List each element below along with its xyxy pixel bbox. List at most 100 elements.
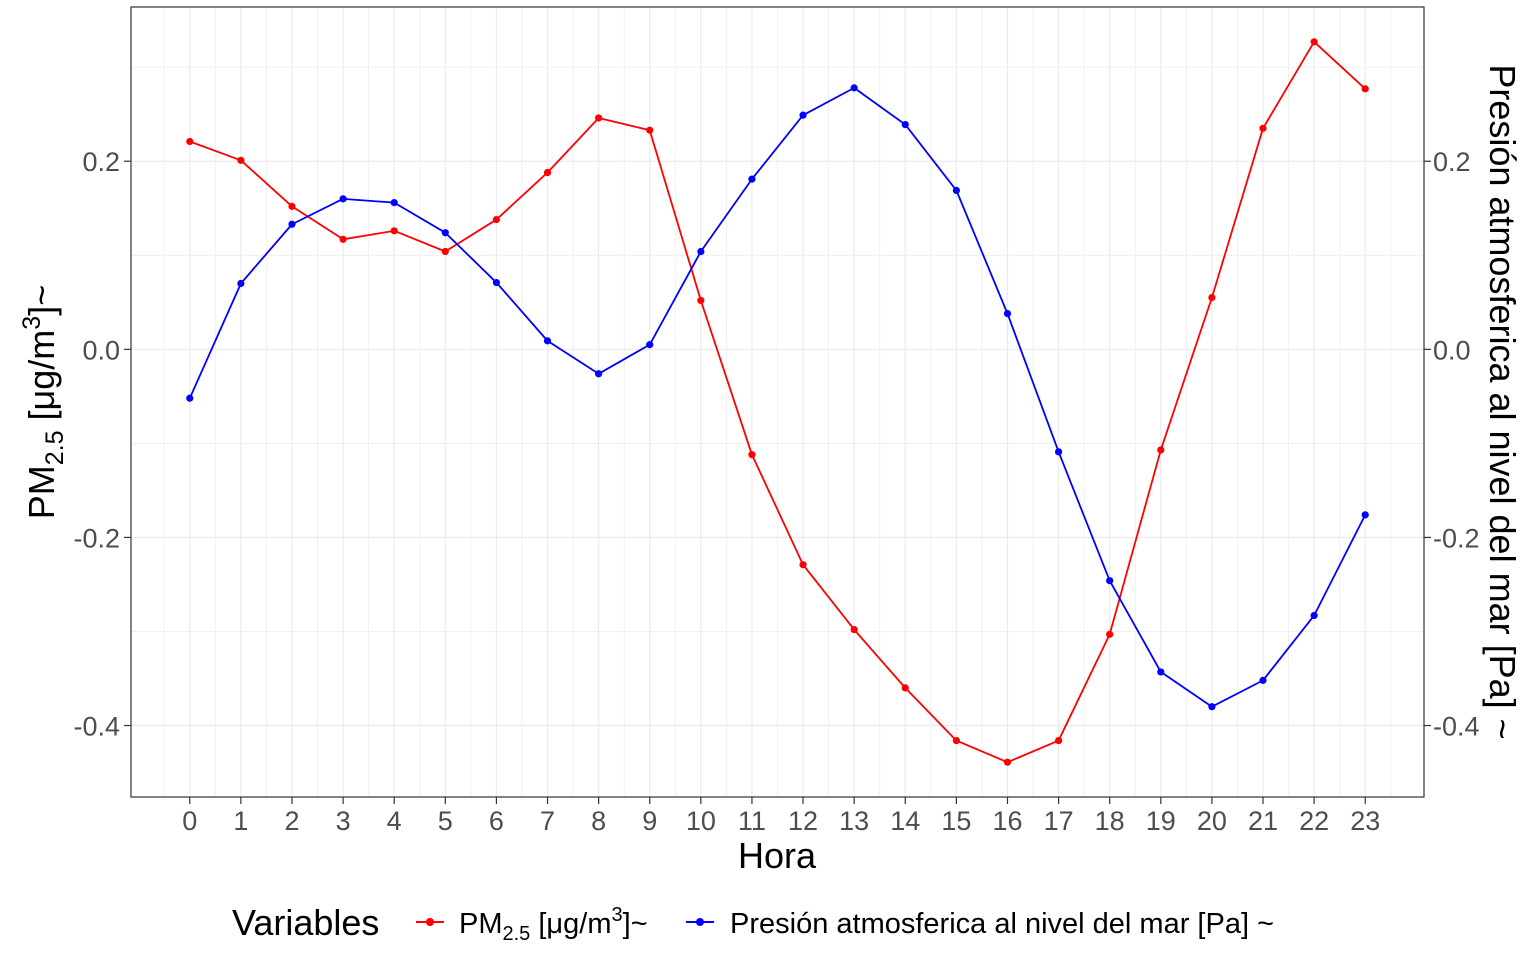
legend-item-pressure: Presión atmosferica al nivel del mar [Pa… [686,908,1274,940]
series-layer [186,38,1369,766]
legend-title: Variables [232,902,379,943]
data-point-pressure [543,337,552,345]
data-point-pressure [850,84,858,92]
y-axis-title-sub: 2.5 [41,430,69,465]
y2-axis-title: Presión atmosferica al nivel del mar [Pa… [1482,64,1523,739]
data-point-pressure [1054,448,1063,456]
y-axis-title-end: ]~ [21,285,62,316]
grid-minor [131,7,1424,797]
data-point-pm25 [1054,736,1063,745]
y-tick-label: 0.0 [82,335,120,365]
x-tick-label: 15 [941,806,971,836]
data-point-pm25 [339,235,347,243]
data-point-pm25 [1106,630,1114,638]
data-point-pm25 [850,625,858,634]
plot-border [130,6,1425,798]
grid-major [131,7,1424,797]
data-point-pressure [646,341,654,349]
x-tick-label: 7 [540,806,555,836]
data-point-pm25 [595,114,603,122]
data-point-pressure [1208,703,1216,711]
data-point-pressure [339,195,347,203]
data-point-pm25 [492,215,501,224]
x-tick-label: 1 [233,806,248,836]
data-point-pressure [748,175,756,183]
data-point-pm25 [1157,446,1165,454]
data-point-pm25 [697,296,705,305]
data-point-pm25 [441,247,449,256]
data-point-pressure [288,220,296,228]
data-point-pressure [1157,668,1165,676]
x-tick-label: 0 [182,806,197,836]
data-point-pressure [697,247,705,256]
data-point-pm25 [1361,85,1369,93]
data-point-pressure [186,394,194,402]
series-line-pressure [188,86,1367,708]
data-point-pm25 [952,736,960,745]
data-point-pm25 [390,227,398,235]
legend-label-pm25-unit: [μg/m [530,908,611,940]
y-tick-label: 0.2 [82,147,120,177]
data-point-pressure [952,186,960,194]
y2-axis: -0.4 -0.2 0.0 0.2 [1424,147,1480,742]
y-axis: -0.4 -0.2 0.0 0.2 [73,147,131,742]
data-point-pressure [237,279,245,288]
x-tick-label: 19 [1146,806,1176,836]
data-point-pressure [441,229,449,237]
data-point-pressure [1106,577,1114,585]
y-tick-label: -0.2 [73,523,120,553]
data-point-pm25 [1208,294,1216,302]
data-point-pressure [492,278,501,287]
legend: Variables PM2.5 [μg/m3]~ Presión atmosfe… [232,902,1274,945]
data-point-pm25 [901,684,909,692]
legend-item-pm25: PM2.5 [μg/m3]~ [416,904,648,945]
series-line-pm25 [189,40,1366,764]
legend-label-pm25-end: ]~ [623,908,648,940]
x-tick-label: 17 [1044,806,1074,836]
legend-key-pressure-point [696,918,704,926]
x-tick-label: 23 [1350,806,1380,836]
x-tick-label: 16 [992,806,1022,836]
data-point-pm25 [288,202,296,210]
x-tick-label: 4 [387,806,402,836]
data-point-pm25 [748,451,756,459]
data-point-pressure [799,111,807,119]
legend-label-pm25-sup: 3 [611,904,622,926]
x-tick-label: 20 [1197,806,1227,836]
data-point-pm25 [237,156,245,164]
y-axis-title-main: PM [21,465,62,519]
x-tick-label: 11 [738,806,766,836]
legend-label-pm25: PM2.5 [μg/m3]~ [459,904,648,945]
data-point-pressure [1259,676,1267,684]
x-tick-label: 5 [438,806,453,836]
y2-tick-label: -0.4 [1433,712,1480,742]
data-point-pm25 [1310,38,1318,46]
data-point-pm25 [543,168,552,177]
x-tick-label: 14 [890,806,920,836]
y2-tick-label: -0.2 [1433,523,1480,553]
x-tick-label: 12 [788,806,818,836]
data-point-pm25 [186,137,194,146]
x-tick-label: 2 [284,806,299,836]
data-point-pressure [901,120,909,129]
legend-label-pressure: Presión atmosferica al nivel del mar [Pa… [730,908,1274,940]
data-point-pm25 [646,126,654,134]
data-point-pressure [1310,611,1318,620]
y2-tick-label: 0.0 [1433,335,1471,365]
data-point-pressure [1361,511,1369,519]
data-point-pm25 [1259,124,1267,132]
data-point-pressure [1003,309,1012,318]
y-axis-title-unit: [μg/m [21,330,62,431]
x-axis-title: Hora [738,835,817,876]
x-tick-label: 9 [642,806,657,836]
data-point-pm25 [799,561,807,569]
x-axis: 0 1 2 3 4 5 6 7 8 9 10 11 12 13 14 15 16 17 18 19 20 21 22 23 [182,797,1380,836]
x-tick-label: 3 [336,806,351,836]
data-point-pm25 [1003,758,1012,766]
x-tick-label: 8 [591,806,606,836]
legend-label-pm25-sub: 2.5 [503,923,531,945]
x-tick-label: 13 [839,806,869,836]
x-tick-label: 10 [686,806,716,836]
x-tick-label: 18 [1095,806,1125,836]
